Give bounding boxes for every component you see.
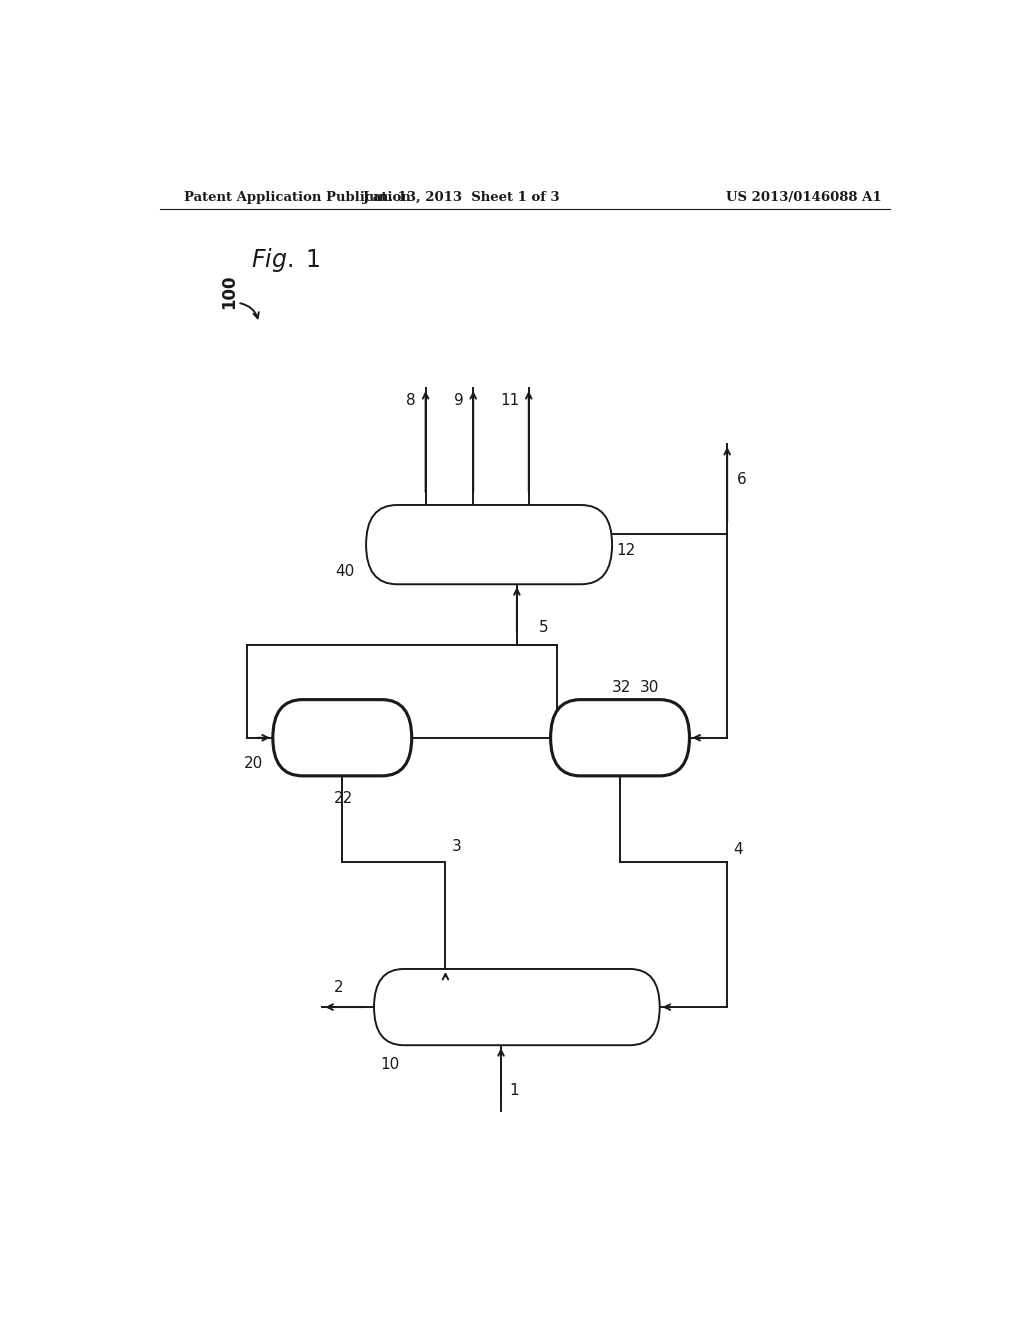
Text: Jun. 13, 2013  Sheet 1 of 3: Jun. 13, 2013 Sheet 1 of 3 (362, 190, 560, 203)
Text: 5: 5 (539, 620, 549, 635)
Text: 8: 8 (407, 393, 416, 408)
Text: 20: 20 (244, 756, 263, 771)
Text: 2: 2 (334, 979, 343, 995)
FancyBboxPatch shape (374, 969, 659, 1045)
Text: 40: 40 (335, 564, 354, 579)
FancyBboxPatch shape (367, 506, 612, 585)
Text: 6: 6 (736, 473, 746, 487)
FancyBboxPatch shape (272, 700, 412, 776)
Text: 100: 100 (220, 275, 239, 309)
FancyBboxPatch shape (551, 700, 689, 776)
Text: 1: 1 (509, 1084, 518, 1098)
Text: 4: 4 (733, 842, 743, 857)
Text: 22: 22 (334, 791, 353, 807)
Text: 9: 9 (454, 393, 464, 408)
Text: 12: 12 (616, 543, 635, 557)
Text: 11: 11 (500, 393, 519, 408)
Text: 10: 10 (380, 1057, 399, 1072)
Text: US 2013/0146088 A1: US 2013/0146088 A1 (726, 190, 882, 203)
Text: 30: 30 (640, 680, 659, 694)
Text: Patent Application Publication: Patent Application Publication (183, 190, 411, 203)
Text: $\mathit{Fig.}$ $\mathit{1}$: $\mathit{Fig.}$ $\mathit{1}$ (251, 246, 321, 275)
Text: 3: 3 (452, 840, 462, 854)
Text: 32: 32 (612, 680, 632, 694)
